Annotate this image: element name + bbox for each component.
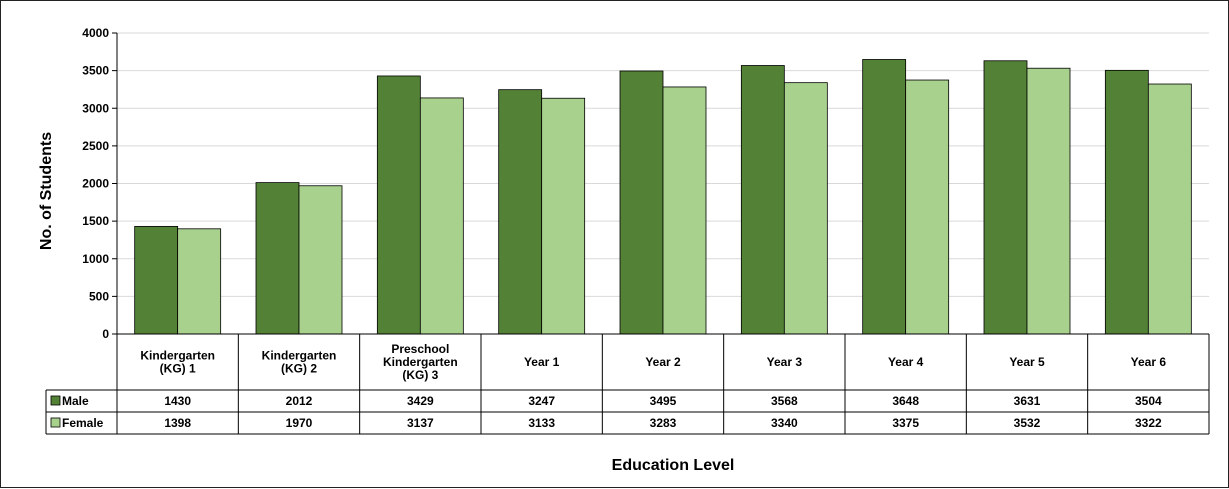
data-label-male: 3631 — [1014, 394, 1041, 408]
bar-male — [619, 70, 664, 335]
bar-female — [419, 97, 464, 335]
legend-key-male — [50, 395, 61, 406]
data-label-male: 3568 — [771, 394, 798, 408]
category-label: Year 2 — [645, 355, 681, 369]
category-label: (KG) 1 — [160, 362, 196, 376]
y-tick-label: 0 — [102, 327, 109, 341]
data-label-male: 3495 — [650, 394, 677, 408]
data-label-female: 1970 — [286, 416, 313, 430]
bar-male — [134, 225, 179, 335]
y-tick-label: 1000 — [82, 252, 109, 266]
category-label: Year 6 — [1131, 355, 1167, 369]
x-axis-title: Education Level — [612, 457, 735, 474]
data-label-female: 3283 — [650, 416, 677, 430]
category-label: Preschool — [391, 342, 449, 356]
y-tick-label: 4000 — [82, 26, 109, 40]
category-label: Year 3 — [767, 355, 803, 369]
legend-label-male: Male — [62, 394, 89, 408]
bar-female — [1026, 67, 1071, 335]
category-label: (KG) 2 — [281, 362, 317, 376]
category-label: (KG) 3 — [402, 368, 438, 382]
data-label-male: 3247 — [528, 394, 555, 408]
data-label-female: 3133 — [528, 416, 555, 430]
y-tick-label: 3000 — [82, 101, 109, 115]
bar-male — [255, 182, 300, 335]
data-label-male: 3504 — [1135, 394, 1162, 408]
bar-female — [298, 185, 343, 335]
y-tick-label: 3500 — [82, 64, 109, 78]
bar-female — [662, 86, 707, 335]
bar-male — [983, 60, 1028, 335]
data-label-male: 1430 — [164, 394, 191, 408]
bar-female — [177, 228, 222, 335]
bar-male — [740, 65, 785, 335]
data-label-female: 3340 — [771, 416, 798, 430]
category-label: Year 4 — [888, 355, 924, 369]
data-label-male: 3648 — [892, 394, 919, 408]
category-label: Kindergarten — [262, 349, 337, 363]
bars — [134, 59, 1192, 335]
bar-male — [498, 89, 543, 335]
data-label-female: 3375 — [892, 416, 919, 430]
data-label-female: 3532 — [1014, 416, 1041, 430]
bar-male — [376, 75, 421, 335]
data-label-female: 3137 — [407, 416, 434, 430]
category-label: Kindergarten — [383, 355, 458, 369]
bar-female — [783, 82, 828, 335]
y-tick-label: 2500 — [82, 139, 109, 153]
y-tick-label: 1500 — [82, 214, 109, 228]
axes: 0 500 1000 1500 2000 2500 3000 3500 4000 — [82, 26, 118, 341]
category-label: Year 1 — [524, 355, 560, 369]
bar-female — [541, 97, 586, 335]
bar-male — [1104, 69, 1149, 335]
legend-key-female — [50, 417, 61, 428]
y-tick-label: 500 — [89, 289, 109, 303]
bar-female — [905, 79, 950, 335]
y-axis-title: No. of Students — [38, 132, 55, 250]
data-label-male: 3429 — [407, 394, 434, 408]
category-label: Year 5 — [1009, 355, 1045, 369]
category-label: Kindergarten — [140, 349, 215, 363]
bar-male — [862, 59, 907, 335]
y-tick-label: 2000 — [82, 177, 109, 191]
bar-female — [1147, 83, 1192, 335]
data-label-female: 1398 — [164, 416, 191, 430]
data-label-male: 2012 — [286, 394, 313, 408]
data-label-female: 3322 — [1135, 416, 1162, 430]
legend-label-female: Female — [62, 416, 104, 430]
